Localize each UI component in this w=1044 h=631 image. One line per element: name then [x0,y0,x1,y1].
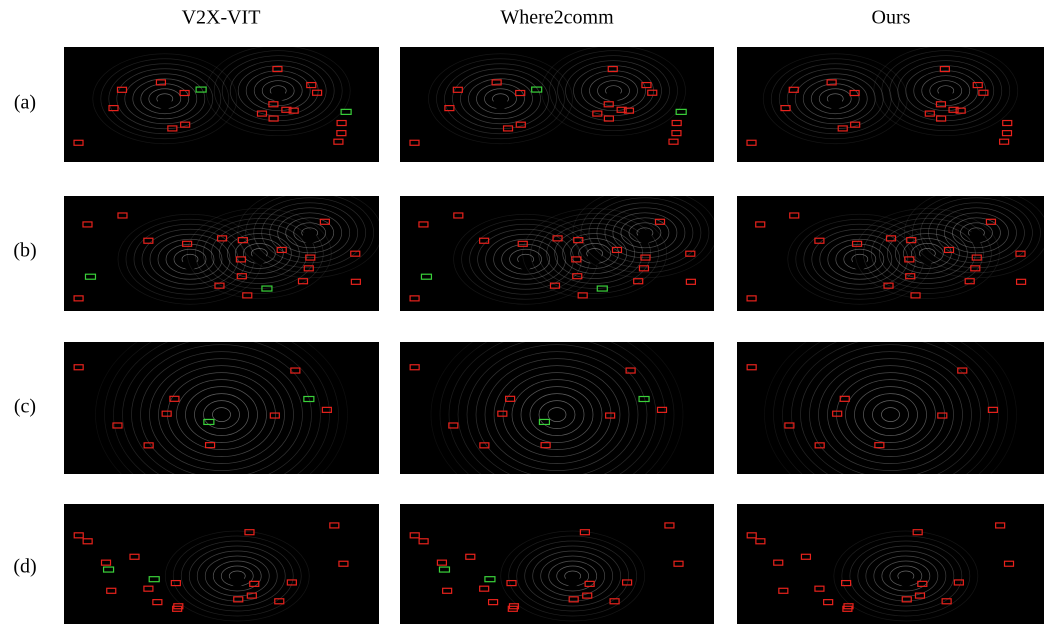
lidar-panel [737,188,1044,311]
lidar-panel [400,504,714,624]
sensor-hole [853,256,867,270]
panel-grid [64,46,1044,624]
lidar-panel [737,46,1044,162]
lidar-panel [400,188,717,311]
figure: V2X-VIT Where2comm Ours (a) (b) (c) (d) [0,0,1044,626]
lidar-panel [64,504,379,624]
row-label: (b) [13,240,36,262]
row-label: (a) [14,92,36,114]
sensor-hole [183,256,197,270]
column-header: Ours [872,7,911,29]
sensor-hole [828,96,842,110]
lidar-panel [64,188,382,311]
lidar-panel [64,317,379,513]
column-header: V2X-VIT [182,7,261,29]
sensor-hole [303,230,317,244]
sensor-hole [158,96,172,110]
lidar-panel [400,46,714,162]
panel-background [400,47,714,162]
sensor-hole [230,573,244,587]
sensor-hole [493,96,507,110]
sensor-hole [939,88,953,102]
sensor-hole [519,256,533,270]
sensor-hole [566,573,580,587]
sensor-hole [607,88,621,102]
lidar-panel [737,504,1044,624]
sensor-hole [638,230,652,244]
panel-background [64,47,379,162]
lidar-panel [64,46,379,162]
lidar-panel [400,317,714,513]
sensor-hole [899,573,913,587]
row-label: (d) [13,556,36,578]
sensor-hole [271,88,285,102]
column-header: Where2comm [500,7,614,29]
sensor-hole [969,230,983,244]
row-label: (c) [14,396,36,418]
lidar-panel [737,317,1044,513]
panel-background [64,504,379,624]
panel-background [400,504,714,624]
